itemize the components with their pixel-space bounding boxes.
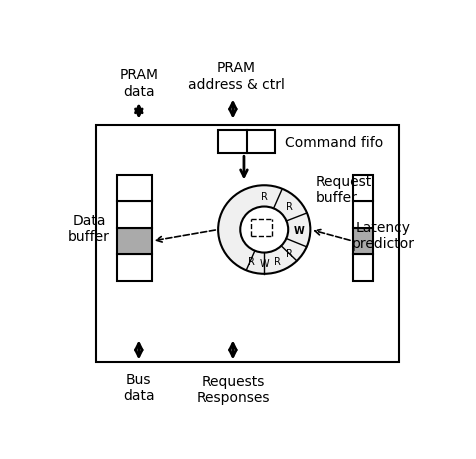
Text: W: W bbox=[294, 225, 305, 235]
Circle shape bbox=[240, 207, 288, 253]
Text: Latency
predictor: Latency predictor bbox=[351, 220, 415, 251]
Text: R: R bbox=[286, 249, 292, 259]
Text: PRAM
address & ctrl: PRAM address & ctrl bbox=[188, 61, 285, 91]
Text: W: W bbox=[259, 258, 269, 269]
Bar bbox=[117, 255, 152, 281]
Bar bbox=[353, 255, 373, 281]
Text: R: R bbox=[261, 191, 268, 202]
Text: Command fifo: Command fifo bbox=[285, 136, 383, 150]
Bar bbox=[96, 126, 399, 363]
Text: Request
buffer: Request buffer bbox=[316, 174, 372, 204]
Bar bbox=[117, 175, 152, 202]
Text: Requests
Responses: Requests Responses bbox=[196, 374, 269, 404]
Bar bbox=[117, 202, 152, 228]
Text: R: R bbox=[286, 202, 293, 212]
Text: Data
buffer: Data buffer bbox=[68, 213, 110, 243]
Text: PRAM
data: PRAM data bbox=[119, 68, 159, 98]
Circle shape bbox=[218, 186, 310, 274]
Bar bbox=[117, 228, 152, 255]
Text: Bus
data: Bus data bbox=[123, 372, 155, 403]
Bar bbox=[353, 228, 373, 255]
Text: R: R bbox=[248, 256, 255, 266]
Bar bbox=[353, 202, 373, 228]
Text: R: R bbox=[274, 256, 281, 266]
Bar bbox=[353, 175, 373, 202]
Bar bbox=[218, 131, 275, 154]
